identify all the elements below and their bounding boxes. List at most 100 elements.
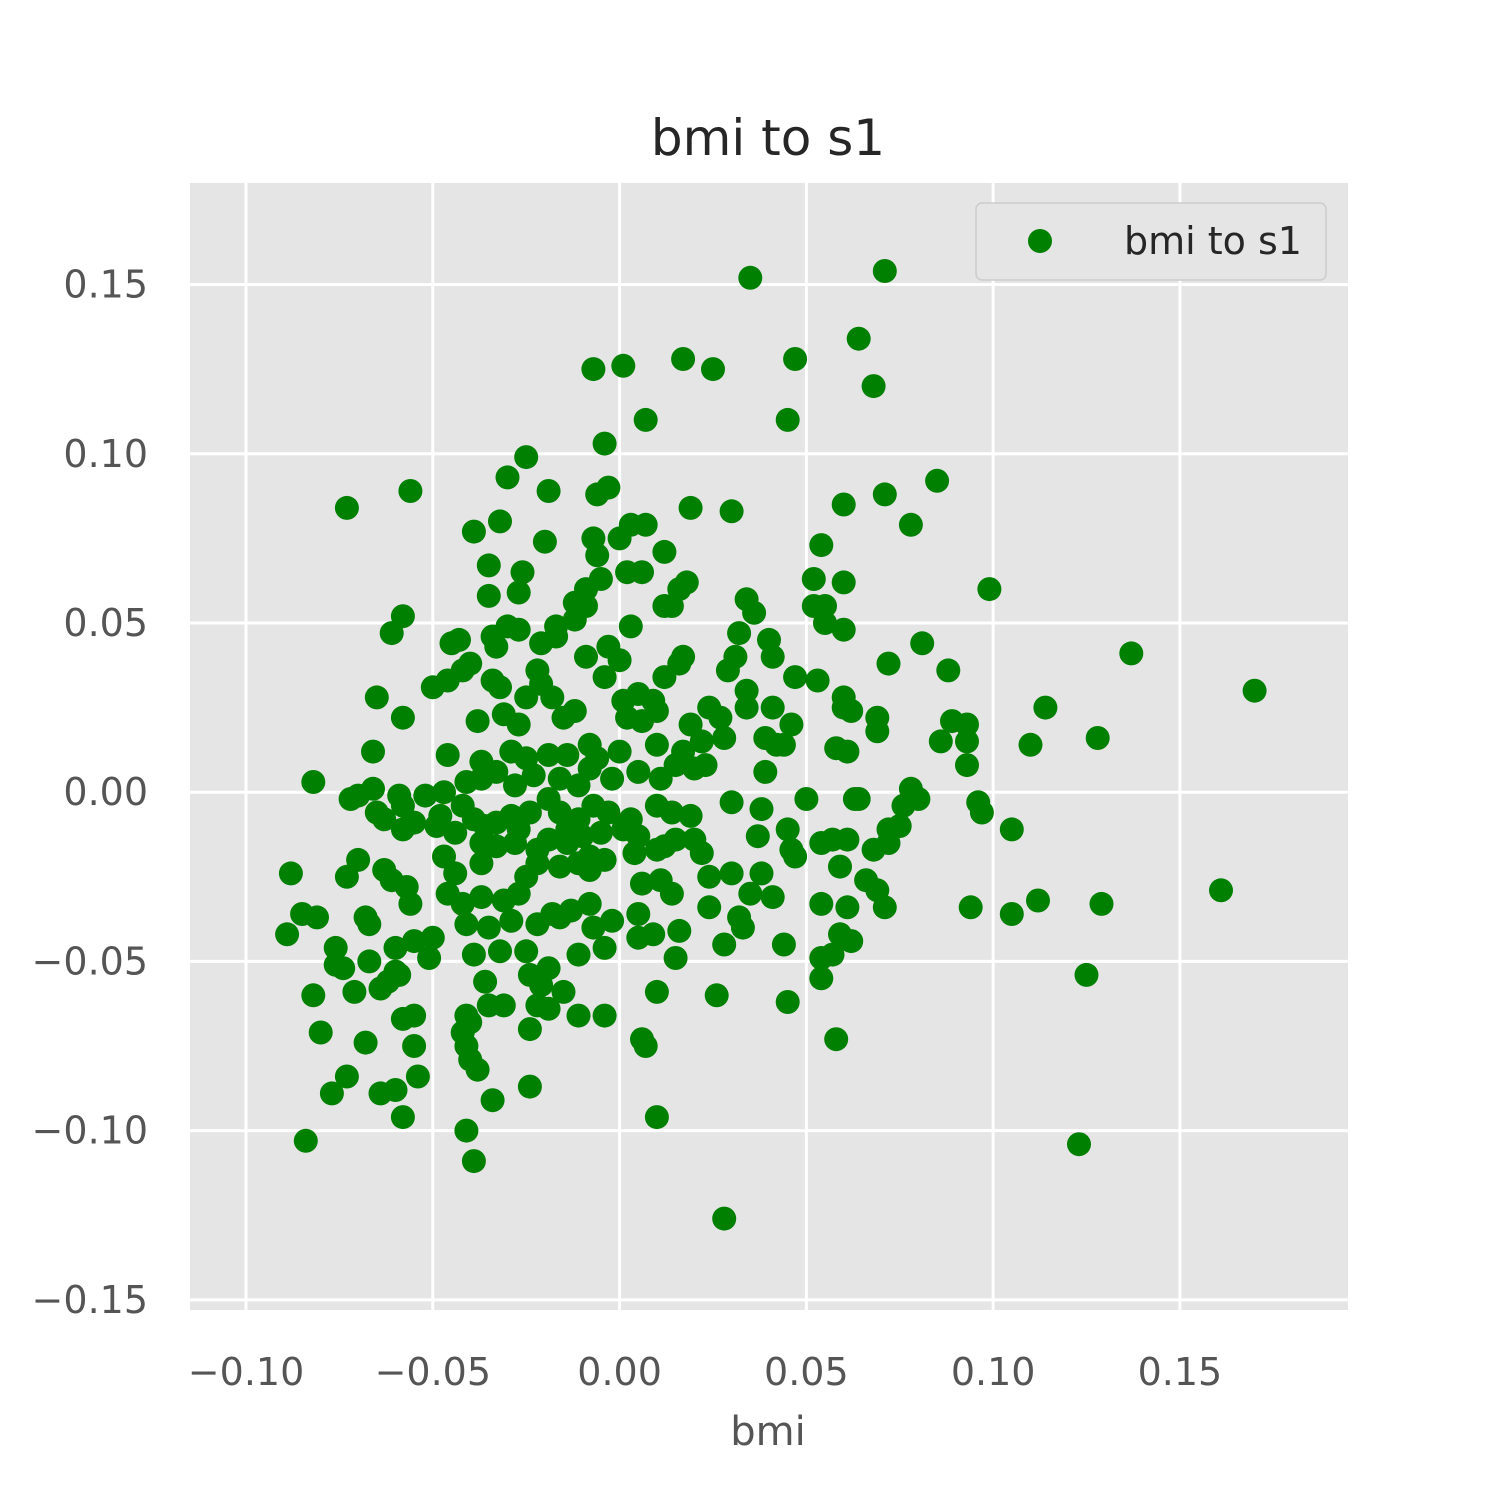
data-point	[693, 753, 718, 778]
data-point	[831, 617, 856, 642]
data-point	[577, 756, 602, 781]
data-point	[861, 374, 886, 399]
data-point	[562, 699, 587, 723]
data-point	[644, 837, 669, 862]
y-tick-label: 0.10	[63, 432, 148, 476]
data-point	[525, 851, 550, 876]
data-point	[390, 1105, 415, 1130]
data-point	[626, 759, 651, 784]
data-point	[678, 495, 703, 520]
data-point	[402, 1003, 427, 1028]
data-point	[592, 935, 617, 960]
data-point	[876, 831, 901, 855]
data-point	[969, 800, 994, 825]
data-point	[697, 895, 722, 920]
data-point	[461, 942, 486, 967]
data-point	[574, 594, 598, 618]
data-point	[828, 854, 852, 879]
x-tick-label: 0.15	[1138, 1350, 1223, 1394]
legend-marker	[1028, 229, 1052, 253]
legend-box	[975, 202, 1327, 281]
data-point	[353, 1030, 378, 1055]
data-point	[663, 827, 688, 852]
data-point	[734, 695, 759, 720]
data-point	[689, 729, 714, 754]
y-tick-label: 0.05	[63, 601, 148, 645]
data-point	[977, 577, 1002, 602]
data-point	[712, 726, 737, 750]
data-point	[723, 644, 748, 669]
data-point	[824, 1027, 849, 1052]
data-point	[760, 885, 785, 910]
data-point	[278, 861, 303, 886]
data-point	[390, 793, 415, 818]
data-point	[738, 881, 763, 906]
data-point	[334, 864, 359, 889]
data-point	[529, 973, 554, 998]
data-point	[536, 996, 561, 1021]
data-point	[872, 259, 897, 283]
data-point	[334, 495, 359, 520]
data-point	[783, 665, 808, 690]
data-point	[476, 583, 501, 608]
data-point	[465, 1057, 490, 1082]
data-point	[506, 881, 531, 906]
data-point	[503, 831, 527, 855]
data-point	[1074, 962, 1099, 987]
data-point	[663, 753, 688, 778]
data-point	[678, 712, 703, 737]
data-point	[1209, 878, 1233, 903]
data-point	[659, 800, 684, 825]
data-point	[484, 634, 509, 659]
data-point	[630, 560, 654, 585]
data-point	[611, 353, 636, 378]
data-point	[999, 902, 1024, 926]
x-axis-label: bmi	[730, 1409, 805, 1455]
data-point	[476, 553, 501, 578]
data-point	[525, 912, 550, 937]
data-point	[398, 479, 423, 503]
data-point	[342, 979, 367, 1004]
data-point	[872, 895, 897, 920]
data-point	[566, 942, 591, 967]
data-point	[633, 1034, 658, 1058]
data-point	[417, 946, 442, 970]
data-point	[820, 942, 845, 967]
data-point	[301, 983, 326, 1008]
data-point	[476, 915, 501, 940]
data-point	[689, 841, 714, 866]
data-point	[461, 1149, 486, 1174]
y-tick-labels: −0.15 −0.10 −0.05 0.00 0.05 0.10 0.15	[32, 263, 148, 1322]
data-point	[644, 1105, 669, 1130]
data-point	[708, 705, 733, 730]
data-point	[506, 617, 531, 642]
data-point	[536, 479, 561, 503]
data-point	[618, 614, 643, 639]
data-point	[592, 431, 617, 456]
data-point	[630, 871, 654, 896]
data-point	[809, 891, 834, 916]
data-point	[955, 729, 979, 754]
data-point	[925, 468, 950, 493]
data-point	[607, 648, 632, 673]
data-point	[835, 739, 860, 764]
data-point	[592, 1003, 617, 1028]
data-point	[275, 922, 300, 947]
data-point	[678, 803, 703, 828]
data-point	[831, 570, 856, 595]
data-point	[719, 861, 744, 886]
data-point	[719, 790, 744, 815]
data-point	[1026, 888, 1050, 913]
data-point	[379, 621, 404, 646]
data-point	[346, 847, 371, 872]
data-point	[719, 499, 744, 524]
data-point	[704, 983, 729, 1008]
data-point	[659, 594, 684, 618]
data-point	[801, 567, 826, 591]
data-point	[517, 800, 542, 825]
data-point	[585, 543, 610, 568]
data-point	[1033, 695, 1058, 720]
data-point	[390, 705, 415, 730]
data-point	[432, 780, 456, 805]
y-tick-label: −0.10	[32, 1109, 148, 1153]
